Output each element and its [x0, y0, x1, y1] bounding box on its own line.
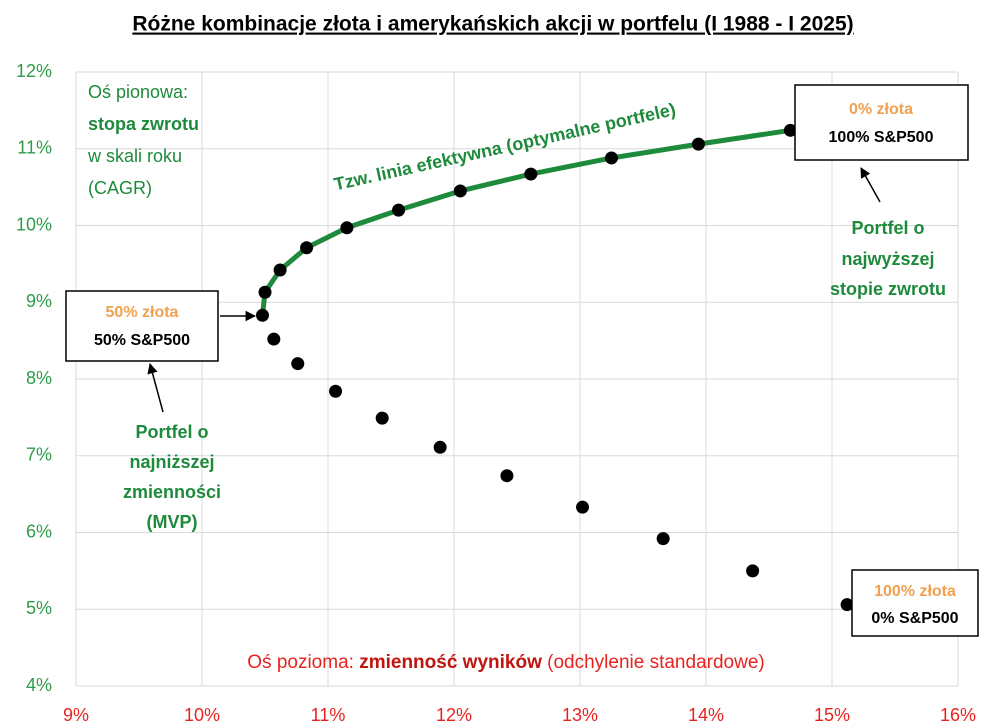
x-tick-label: 12% — [436, 705, 472, 725]
x-tick-label: 14% — [688, 705, 724, 725]
y-tick-label: 9% — [26, 291, 52, 311]
box-stocks: 50% S&P500 — [94, 332, 190, 349]
grid — [75, 71, 959, 687]
point — [300, 241, 314, 255]
callout: zmienności — [123, 482, 221, 502]
callout: stopie zwrotu — [830, 279, 946, 299]
x-tick-label: 16% — [940, 705, 976, 725]
box-gold: 50% złota — [106, 304, 179, 321]
box-stocks: 100% S&P500 — [829, 129, 934, 146]
y-tick-label: 5% — [26, 598, 52, 618]
y-tick-label: 7% — [26, 445, 52, 465]
frontier-line — [259, 127, 791, 316]
point — [433, 440, 447, 454]
x-axis-note-part: zmienność wyników — [359, 652, 542, 673]
y-tick-label: 10% — [16, 214, 52, 234]
point — [255, 308, 269, 322]
point — [329, 384, 343, 398]
point — [392, 203, 406, 217]
chart-title: Różne kombinacje złota i amerykańskich a… — [132, 13, 853, 36]
point — [576, 500, 590, 514]
box-gold: 0% złota — [849, 101, 913, 118]
x-axis-note-part: (odchylenie standardowe) — [542, 652, 765, 673]
y-axis-note: w skali roku — [87, 146, 182, 166]
callout: najwyższej — [841, 249, 934, 269]
point — [340, 221, 354, 235]
x-tick-label: 9% — [63, 705, 89, 725]
point — [605, 151, 618, 165]
arrow — [860, 167, 881, 203]
point — [500, 469, 514, 483]
point — [746, 564, 760, 578]
x-axis-note: Oś pozioma: zmienność wyników (odchyleni… — [247, 652, 764, 673]
arrow — [147, 362, 164, 413]
box-stocks: 0% S&P500 — [871, 610, 958, 627]
box — [851, 569, 979, 637]
callout: najniższej — [129, 452, 214, 472]
box — [794, 84, 969, 161]
point — [267, 332, 281, 346]
x-tick-label: 11% — [311, 705, 346, 725]
point — [273, 263, 287, 277]
point — [375, 411, 389, 425]
point — [453, 184, 467, 198]
y-tick-label: 6% — [26, 521, 52, 541]
point — [656, 532, 670, 546]
box-gold: 100% złota — [874, 583, 956, 600]
point — [524, 167, 538, 181]
point — [840, 598, 854, 612]
marks — [255, 123, 854, 612]
point — [783, 123, 797, 137]
y-tick-label: 11% — [17, 138, 52, 158]
point — [691, 137, 705, 151]
point — [291, 357, 305, 371]
y-tick-label: 4% — [26, 675, 52, 695]
callout: Portfel o — [851, 218, 924, 238]
y-axis-note: Oś pionowa: — [88, 82, 188, 102]
box — [65, 290, 219, 362]
x-tick-label: 15% — [814, 705, 850, 725]
x-axis-note-part: Oś pozioma: — [247, 652, 359, 673]
point — [258, 285, 272, 299]
y-tick-label: 8% — [26, 368, 52, 388]
callout: Portfel o — [135, 422, 208, 442]
y-axis-note: stopa zwrotu — [88, 114, 199, 134]
callout: (MVP) — [147, 512, 198, 532]
x-tick-label: 10% — [184, 705, 220, 725]
x-tick-label: 13% — [562, 705, 598, 725]
y-tick-label: 12% — [16, 61, 52, 81]
y-axis-note: (CAGR) — [88, 178, 152, 198]
